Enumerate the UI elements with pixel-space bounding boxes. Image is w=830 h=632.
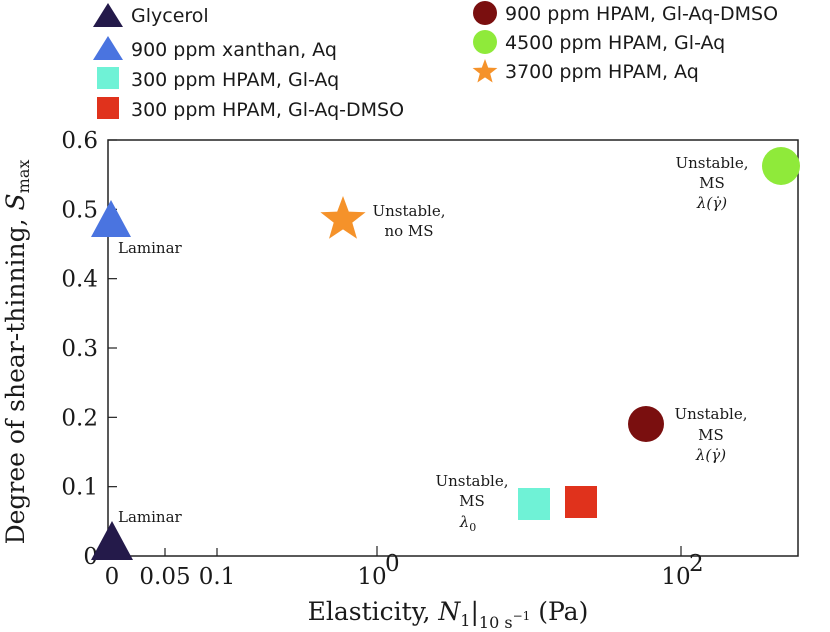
annotation-hpam4500-lambda: λ(γ̇) — [696, 194, 727, 212]
annotation-hpam4500-line2: MS — [699, 174, 725, 192]
annotation-star-line1: Unstable, — [372, 202, 445, 220]
y-tick-label-0: 0 — [83, 544, 98, 570]
x-tick-label-0: 0 — [105, 564, 120, 590]
annotation-hpam4500-line1: Unstable, — [675, 154, 748, 172]
y-tick-label-0.1: 0.1 — [61, 475, 98, 501]
x-tick-label-10-2-exponent: 2 — [689, 551, 704, 577]
marker-glycerol — [91, 521, 133, 560]
legend-label-hpam4500-glaq: 4500 ppm HPAM, Gl-Aq — [505, 32, 725, 54]
y-tick-label-0.3: 0.3 — [61, 336, 98, 362]
legend: Glycerol 900 ppm xanthan, Aq 300 ppm HPA… — [93, 1, 778, 121]
annotation-squares-line2: MS — [459, 492, 485, 510]
y-tick-label-0.6: 0.6 — [61, 128, 98, 154]
annotation-star-line2: no MS — [384, 222, 433, 240]
legend-marker-glycerol — [93, 3, 123, 27]
legend-marker-xanthan — [93, 36, 123, 60]
legend-marker-hpam3700-aq — [472, 59, 498, 83]
legend-marker-hpam900-dmso — [473, 1, 497, 25]
legend-label-hpam900-dmso: 900 ppm HPAM, Gl-Aq-DMSO — [505, 3, 778, 25]
y-tick-label-0.4: 0.4 — [61, 267, 98, 293]
marker-xanthan — [91, 200, 131, 237]
legend-label-hpam3700-aq: 3700 ppm HPAM, Aq — [505, 61, 699, 83]
annotations: Laminar Laminar Unstable, no MS Unstable… — [118, 154, 749, 534]
marker-hpam4500-glaq — [762, 147, 800, 185]
legend-label-glycerol: Glycerol — [131, 5, 209, 27]
y-axis: 0 0.1 0.2 0.3 0.4 0.5 0.6 — [61, 128, 117, 570]
x-tick-label-10-2: 10 — [661, 564, 690, 590]
x-tick-label-10-0: 10 — [357, 564, 386, 590]
x-tick-label-0.05: 0.05 — [139, 564, 190, 590]
legend-marker-hpam300-glaq — [97, 67, 119, 89]
marker-hpam300-dmso — [565, 486, 597, 518]
legend-marker-hpam300-dmso — [97, 97, 119, 119]
x-tick-label-0.1: 0.1 — [199, 564, 236, 590]
y-tick-label-0.2: 0.2 — [61, 405, 98, 431]
data-markers — [91, 147, 800, 560]
annotation-hpam900-line1: Unstable, — [674, 405, 747, 423]
legend-label-hpam300-glaq: 300 ppm HPAM, Gl-Aq — [131, 69, 339, 91]
x-axis: 0 0.05 0.1 10 0 10 2 — [105, 546, 704, 590]
y-axis-title: Degree of shear-thinning, Smax — [1, 160, 33, 545]
annotation-xanthan: Laminar — [118, 239, 183, 257]
marker-hpam900-dmso — [628, 406, 664, 442]
annotation-hpam900-lambda: λ(γ̇) — [695, 446, 726, 464]
annotation-hpam900-line2: MS — [698, 426, 724, 444]
legend-marker-hpam4500-glaq — [473, 30, 497, 54]
marker-hpam300-glaq — [518, 488, 550, 520]
legend-label-hpam300-dmso: 300 ppm HPAM, Gl-Aq-DMSO — [131, 99, 404, 121]
x-axis-title: Elasticity, N1|10 s−1 (Pa) — [308, 597, 589, 632]
marker-hpam3700-aq — [320, 196, 366, 239]
annotation-squares-lambda: λ0 — [459, 513, 477, 534]
annotation-glycerol: Laminar — [118, 508, 183, 526]
plot-area-frame — [107, 139, 799, 557]
annotation-squares-line1: Unstable, — [435, 472, 508, 490]
x-tick-label-10-0-exponent: 0 — [385, 551, 400, 577]
legend-label-xanthan: 900 ppm xanthan, Aq — [131, 39, 337, 61]
y-tick-label-0.5: 0.5 — [61, 197, 98, 223]
